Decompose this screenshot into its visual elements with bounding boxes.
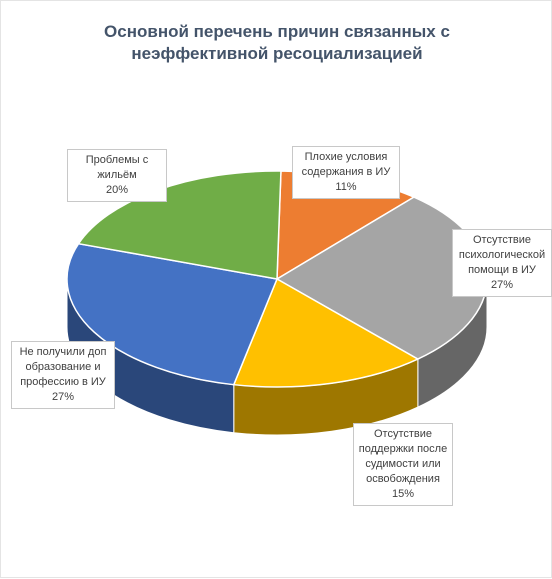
pie-slice-отсутствие-поддержки-после-суд	[232, 277, 420, 388]
data-label-housing: Проблемы с жильём 20%	[67, 149, 167, 202]
data-label-percent: 27%	[490, 279, 514, 291]
data-label-text: Отсутствие психологической помощи в ИУ	[458, 234, 546, 276]
data-label-poor-conditions: Плохие условия содержания в ИУ 11%	[292, 146, 400, 199]
pie-slice-не-получили-доп-образование-и-	[66, 242, 279, 386]
data-label-percent: 11%	[335, 181, 357, 193]
data-label-no-support: Отсутствие поддержки после судимости или…	[353, 423, 453, 506]
data-label-text: Проблемы с жильём	[85, 154, 149, 181]
data-label-percent: 15%	[391, 488, 415, 500]
data-label-text: Плохие условия содержания в ИУ	[301, 151, 391, 178]
data-label-percent: 27%	[51, 391, 75, 403]
data-label-no-psych-help: Отсутствие психологической помощи в ИУ 2…	[452, 229, 552, 297]
data-label-text: Не получили доп образование и профессию …	[19, 346, 107, 388]
data-label-percent: 20%	[105, 184, 129, 196]
data-label-no-education: Не получили доп образование и профессию …	[11, 341, 115, 409]
data-label-text: Отсутствие поддержки после судимости или…	[358, 428, 448, 485]
chart-title: Основной перечень причин связанных с неэ…	[104, 22, 450, 63]
